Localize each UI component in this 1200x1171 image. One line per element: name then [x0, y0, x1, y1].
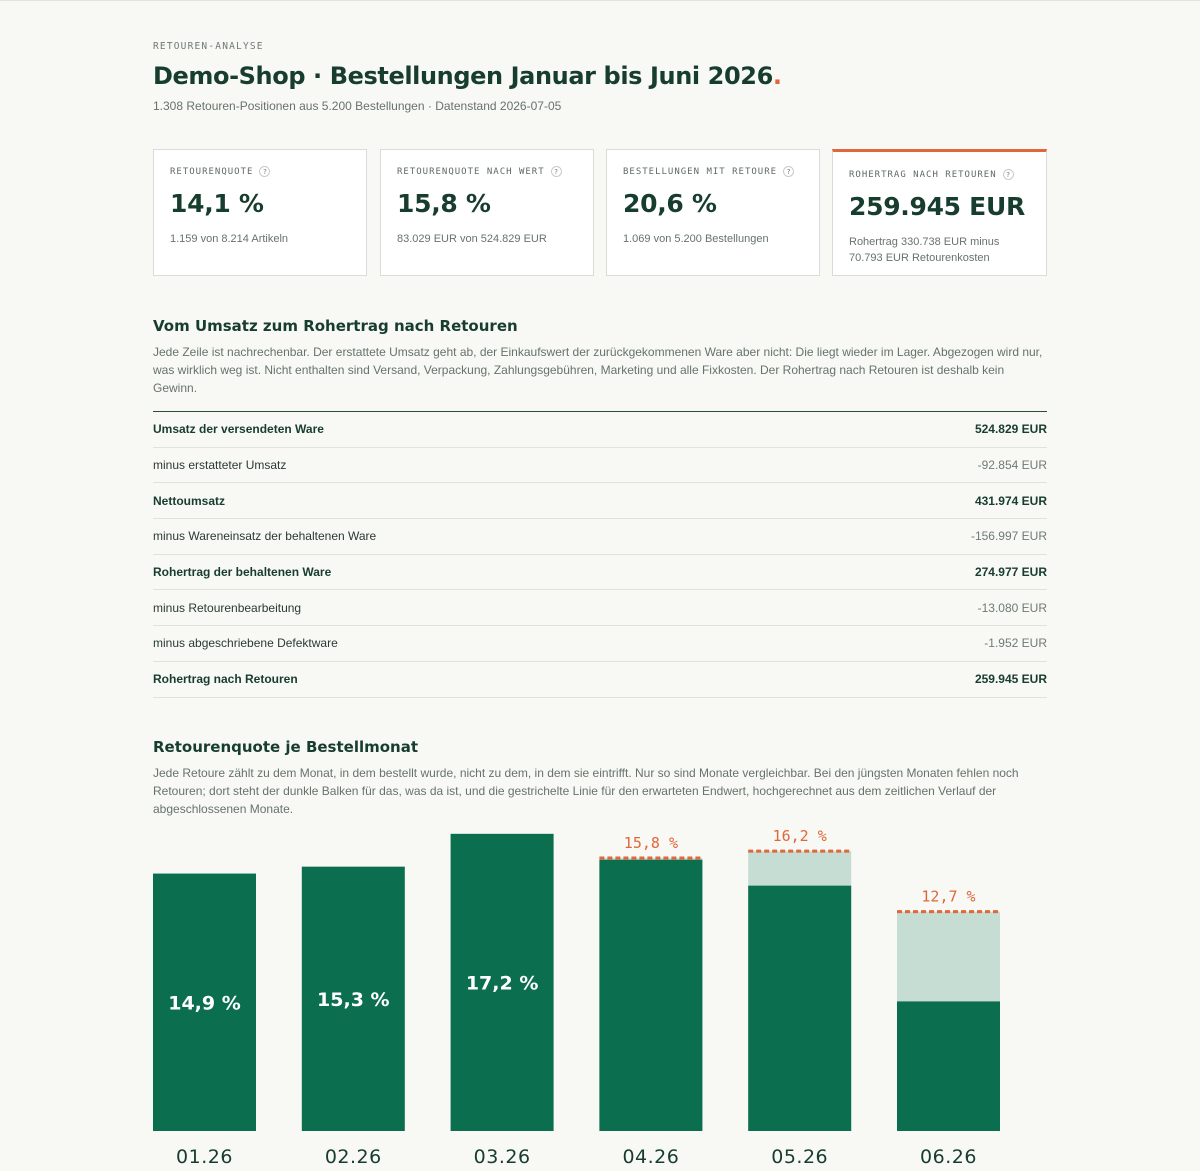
estimate-label: 15,8 % [624, 834, 678, 852]
table-row: Rohertrag nach Retouren 259.945 EUR [153, 662, 1047, 698]
chart-svg: 14,9 % 01.26 15,3 % 02.26 17,2 % 03.26 15,8 % 0… [153, 827, 1000, 1168]
kpi-return-rate-value: RETOURENQUOTE NACH WERT ? 15,8 % 83.029 … [380, 149, 594, 276]
kpi-label-text: ROHERTRAG NACH RETOUREN [849, 169, 997, 180]
table-row: Rohertrag der behaltenen Ware 274.977 EUR [153, 555, 1047, 591]
row-value: 259.945 EUR [974, 672, 1047, 687]
row-label: minus Retourenbearbeitung [153, 600, 302, 615]
table-row: Umsatz der versendeten Ware 524.829 EUR [153, 412, 1047, 448]
kpi-label: ROHERTRAG NACH RETOUREN ? [849, 169, 1030, 180]
bar-value-label: 14,9 % [168, 992, 241, 1014]
kpi-value: 14,1 % [170, 189, 264, 218]
row-value: -156.997 EUR [970, 529, 1047, 544]
kpi-cards: RETOURENQUOTE ? 14,1 % 1.159 von 8.214 A… [153, 149, 1047, 276]
bar [301, 866, 405, 1131]
kpi-return-rate: RETOURENQUOTE ? 14,1 % 1.159 von 8.214 A… [153, 149, 367, 276]
kpi-note: 1.159 von 8.214 Artikeln [170, 233, 289, 245]
kpi-label-text: BESTELLUNGEN MIT RETOURE [623, 166, 778, 177]
kpi-orders-with-return: BESTELLUNGEN MIT RETOURE ? 20,6 % 1.069 … [606, 149, 820, 276]
bar [450, 833, 554, 1131]
x-tick-label: 03.26 [474, 1146, 531, 1168]
kpi-note: Rohertrag 330.738 EUR minus 70.793 EUR R… [849, 236, 1000, 264]
row-value: -92.854 EUR [977, 458, 1047, 473]
row-label: minus abgeschriebene Defektware [153, 636, 338, 651]
x-tick-label: 01.26 [176, 1146, 233, 1168]
kpi-gross-profit: ROHERTRAG NACH RETOUREN ? 259.945 EUR Ro… [832, 149, 1047, 276]
kpi-label: RETOURENQUOTE ? [170, 166, 350, 177]
title-accent-dot: . [772, 62, 782, 90]
row-label: Umsatz der versendeten Ware [153, 422, 324, 437]
kpi-value: 15,8 % [397, 189, 491, 218]
bridge-description: Jede Zeile ist nachrechenbar. Der erstat… [153, 345, 1043, 395]
table-row: minus erstatteter Umsatz -92.854 EUR [153, 448, 1047, 484]
estimate-label: 16,2 % [773, 827, 827, 845]
bridge-table: Umsatz der versendeten Ware 524.829 EUR m… [153, 411, 1047, 698]
x-tick-label: 02.26 [325, 1146, 382, 1168]
kpi-value: 20,6 % [623, 189, 717, 218]
kpi-label: RETOURENQUOTE NACH WERT ? [397, 166, 577, 177]
monthly-return-chart: 14,9 % 01.26 15,3 % 02.26 17,2 % 03.26 15,8 % 0… [153, 820, 1047, 1171]
help-icon[interactable]: ? [783, 166, 795, 177]
table-row: minus abgeschriebene Defektware -1.952 EU… [153, 626, 1047, 662]
row-value: -1.952 EUR [984, 636, 1047, 651]
table-row: minus Retourenbearbeitung -13.080 EUR [153, 590, 1047, 627]
kpi-note: 1.069 von 5.200 Bestellungen [623, 233, 769, 245]
kpi-label-text: RETOURENQUOTE NACH WERT [397, 166, 545, 177]
eyebrow: RETOUREN-ANALYSE [153, 41, 264, 52]
row-label: Rohertrag der behaltenen Ware [153, 565, 332, 580]
x-tick-label: 04.26 [622, 1146, 679, 1168]
page-title: Demo-Shop · Bestellungen Januar bis Juni… [153, 62, 782, 90]
row-value: 524.829 EUR [974, 422, 1047, 437]
kpi-label: BESTELLUNGEN MIT RETOURE ? [623, 166, 803, 177]
kpi-note: 83.029 EUR von 524.829 EUR [397, 233, 547, 245]
monthly-title: Retourenquote je Bestellmonat [153, 738, 419, 756]
row-label: Nettoumsatz [153, 493, 226, 508]
row-value: 431.974 EUR [974, 493, 1047, 508]
help-icon[interactable]: ? [550, 166, 562, 177]
row-label: Rohertrag nach Retouren [153, 672, 298, 687]
page-subtitle: 1.308 Retouren-Positionen aus 5.200 Best… [153, 99, 562, 113]
monthly-description: Jede Retoure zählt zu dem Monat, in dem … [153, 766, 1019, 816]
help-icon[interactable]: ? [259, 166, 271, 177]
kpi-value: 259.945 EUR [849, 192, 1025, 221]
bar-value-label: 15,3 % [317, 989, 390, 1011]
table-row: Nettoumsatz 431.974 EUR [153, 483, 1047, 520]
page-title-text: Demo-Shop · Bestellungen Januar bis Juni… [153, 62, 773, 90]
row-label: minus erstatteter Umsatz [153, 458, 287, 473]
row-value: -13.080 EUR [977, 600, 1047, 615]
bridge-title: Vom Umsatz zum Rohertrag nach Retouren [153, 317, 518, 335]
bar [748, 885, 852, 1131]
help-icon[interactable]: ? [1002, 169, 1014, 180]
bar-value-label: 17,2 % [466, 972, 539, 994]
x-tick-label: 05.26 [771, 1146, 828, 1168]
row-value: 274.977 EUR [974, 565, 1047, 580]
bar [153, 873, 256, 1131]
x-tick-label: 06.26 [920, 1146, 977, 1168]
table-row: minus Wareneinsatz der behaltenen Ware -1… [153, 519, 1047, 555]
bar [599, 859, 703, 1131]
kpi-label-text: RETOURENQUOTE [170, 166, 254, 177]
bar [897, 1001, 1000, 1131]
row-label: minus Wareneinsatz der behaltenen Ware [153, 529, 377, 544]
estimate-label: 12,7 % [921, 888, 975, 906]
